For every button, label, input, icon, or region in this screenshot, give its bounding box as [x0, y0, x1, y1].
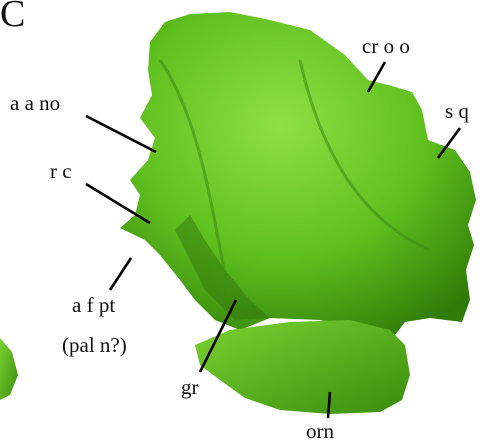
figure-panel: C cr o o a a no s q r c a f pt (pal n?) … [0, 0, 480, 443]
label: orn [306, 419, 334, 443]
orbital-rim [195, 320, 410, 414]
label: cr o o [362, 34, 410, 58]
label: (pal n?) [62, 333, 127, 357]
bone-body [120, 12, 476, 335]
label: gr [181, 375, 199, 399]
panel-label: C [0, 0, 25, 35]
label: s q [445, 99, 469, 123]
label: r c [50, 159, 72, 183]
bone-fragment [0, 338, 18, 400]
label: a f pt [72, 293, 115, 317]
leader-line [110, 258, 131, 290]
label: a a no [10, 91, 60, 115]
